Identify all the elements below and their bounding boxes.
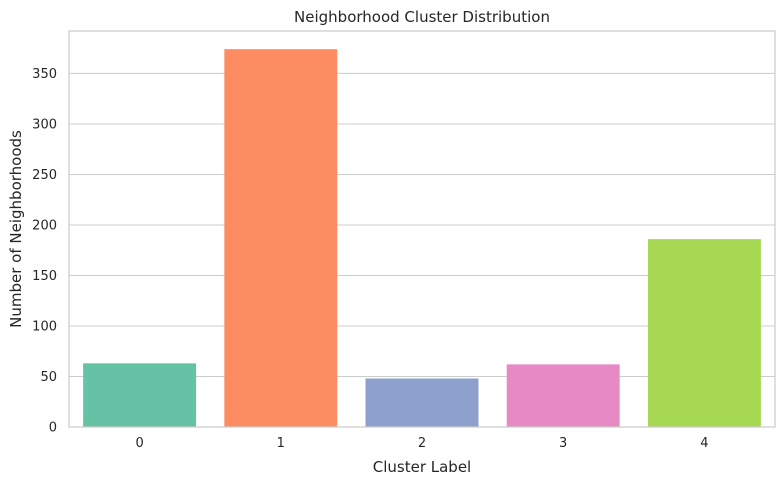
y-tick-label-250: 250: [32, 168, 57, 183]
x-tick-label-0: 0: [135, 436, 143, 451]
y-tick-labels: 0 50 100 150 200 250 300 350: [32, 67, 57, 436]
y-tick-label-200: 200: [32, 218, 57, 233]
y-tick-label-300: 300: [32, 117, 57, 132]
bars: [83, 49, 761, 427]
x-tick-label-2: 2: [418, 436, 426, 451]
x-tick-label-4: 4: [700, 436, 708, 451]
y-tick-label-0: 0: [49, 421, 57, 436]
plot-frame: [68, 30, 776, 428]
y-tick-label-150: 150: [32, 269, 57, 284]
chart-title: Neighborhood Cluster Distribution: [294, 8, 550, 26]
x-tick-label-3: 3: [559, 436, 567, 451]
x-tick-label-1: 1: [277, 436, 285, 451]
bar-cluster-4: [647, 239, 761, 427]
bar-cluster-3: [506, 364, 620, 427]
y-tick-label-350: 350: [32, 67, 57, 82]
x-axis-label: Cluster Label: [373, 458, 471, 476]
x-tick-labels: 0 1 2 3 4: [135, 436, 708, 451]
bar-cluster-2: [365, 378, 479, 427]
y-tick-label-100: 100: [32, 319, 57, 334]
y-tick-label-50: 50: [40, 370, 57, 385]
bar-cluster-0: [83, 363, 197, 427]
bar-cluster-1: [224, 49, 338, 427]
y-axis-label: Number of Neighborhoods: [7, 130, 25, 328]
